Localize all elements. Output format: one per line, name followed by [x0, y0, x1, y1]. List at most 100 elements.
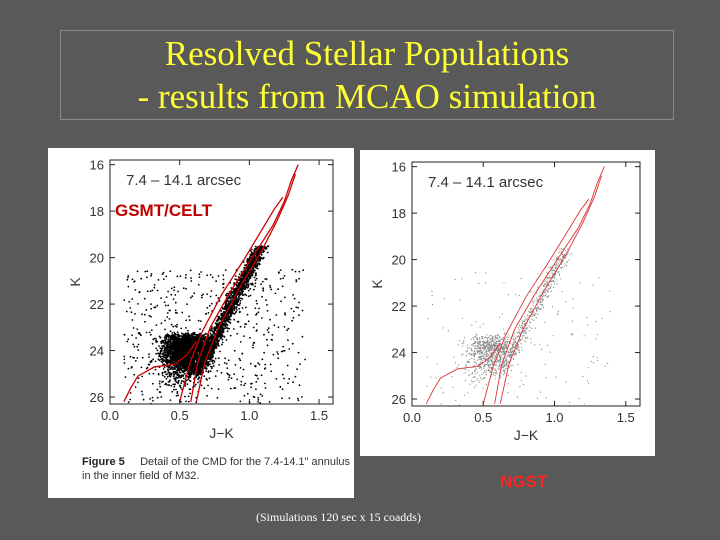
star-point [259, 402, 262, 404]
star-point [138, 291, 141, 294]
star-point [256, 329, 258, 331]
star-point [193, 371, 196, 374]
star-point [281, 373, 284, 376]
star-point [257, 399, 260, 401]
star-point [221, 326, 224, 329]
star-point [136, 357, 139, 359]
star-point [182, 374, 185, 376]
star-point [170, 368, 172, 370]
star-point [282, 345, 284, 348]
star-point [141, 390, 143, 393]
star-point [141, 375, 144, 378]
star-point [154, 360, 157, 363]
star-point [265, 299, 267, 301]
star-point [227, 320, 230, 323]
star-point [149, 398, 151, 400]
star-point [186, 337, 189, 340]
star-point [226, 367, 229, 369]
star-point [206, 394, 208, 397]
star-point [229, 387, 232, 390]
star-point [240, 289, 243, 292]
star-point [164, 319, 166, 322]
star-point [150, 329, 153, 331]
star-point [208, 336, 211, 338]
star-point [262, 287, 264, 289]
star-point [136, 270, 139, 273]
star-point [266, 344, 269, 347]
star-point [256, 374, 258, 377]
star-point [187, 360, 190, 362]
star-point [163, 359, 166, 361]
star-point [204, 365, 207, 368]
star-point [169, 399, 172, 401]
star-point [255, 254, 258, 257]
star-point [176, 275, 179, 278]
star-point [236, 320, 239, 323]
star-point [216, 338, 219, 341]
star-point [254, 374, 257, 376]
star-point [263, 368, 266, 370]
star-point [288, 397, 291, 399]
star-point [224, 308, 226, 311]
star-point [183, 340, 185, 343]
star-point [213, 331, 216, 334]
star-point [297, 351, 300, 354]
star-point [174, 344, 177, 347]
star-point [283, 377, 285, 380]
star-point [179, 385, 182, 388]
star-point [168, 318, 171, 320]
star-point [187, 361, 190, 364]
star-point [168, 309, 171, 312]
star-point [257, 267, 259, 270]
star-point [235, 310, 238, 313]
star-point [134, 386, 137, 388]
star-point [283, 275, 286, 277]
star-point [180, 345, 183, 347]
star-point [218, 345, 220, 347]
star-point [206, 364, 209, 367]
star-point [213, 339, 216, 342]
star-point [167, 348, 169, 351]
star-point [217, 388, 220, 391]
star-point [144, 270, 147, 273]
star-point [185, 400, 187, 403]
star-point [174, 301, 177, 304]
star-point [162, 271, 165, 274]
star-point [209, 332, 212, 335]
star-point [162, 354, 165, 356]
star-point [295, 306, 298, 309]
star-point [176, 323, 179, 326]
star-point [178, 337, 180, 340]
star-point [160, 358, 162, 361]
star-point [301, 335, 304, 338]
star-point [155, 339, 157, 342]
star-point [208, 343, 211, 346]
star-point [165, 334, 167, 337]
star-point [222, 274, 225, 277]
star-point [167, 338, 170, 341]
star-point [250, 254, 253, 257]
star-point [233, 349, 236, 352]
star-point [214, 346, 217, 349]
star-point [253, 341, 256, 344]
star-point [166, 356, 168, 359]
star-point [239, 400, 242, 403]
star-point [214, 357, 217, 360]
star-point [179, 364, 182, 367]
star-point [240, 271, 243, 273]
star-point [209, 274, 212, 276]
star-point [188, 376, 190, 379]
star-point [131, 366, 133, 368]
star-point [147, 363, 150, 366]
star-point [167, 334, 170, 336]
star-point [241, 291, 244, 294]
star-point [207, 362, 210, 365]
star-point [282, 350, 284, 352]
star-point [252, 395, 255, 398]
star-point [164, 338, 167, 340]
star-point [200, 364, 203, 367]
star-point [277, 288, 280, 291]
star-point [247, 289, 250, 292]
star-point [174, 311, 177, 314]
star-point [292, 381, 294, 384]
